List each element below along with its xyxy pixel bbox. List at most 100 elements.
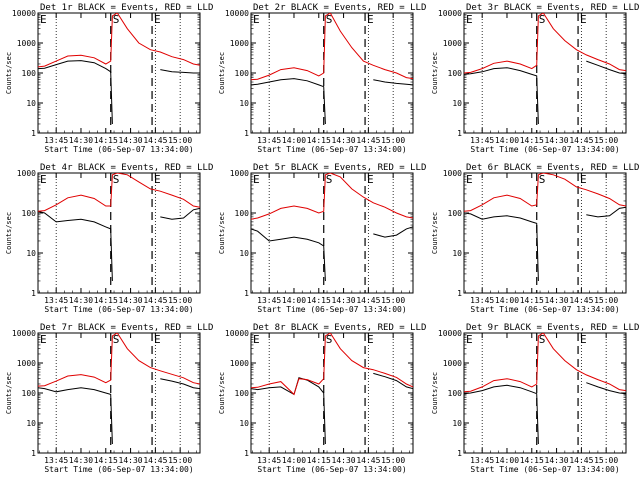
- y-tick-label: 10000: [12, 329, 36, 338]
- events-series-line: [251, 226, 413, 282]
- start-marker-label: S: [113, 13, 120, 26]
- x-tick-label: 13:45: [470, 136, 494, 145]
- window-end-marker-label: E: [40, 13, 47, 26]
- x-tick-label: 14:30: [332, 136, 356, 145]
- x-tick-label: 13:45: [44, 296, 68, 305]
- x-tick-label: 14:15: [520, 456, 544, 465]
- events-series-line: [38, 207, 200, 282]
- y-tick-label: 10000: [12, 9, 36, 18]
- y-tick-label: 1000: [230, 39, 249, 48]
- window-end-marker-label: E: [253, 13, 260, 26]
- start-marker-label: S: [539, 173, 546, 186]
- y-tick-label: 10: [452, 249, 462, 258]
- x-tick-label: 14:30: [119, 296, 143, 305]
- x-tick-label: 13:45: [470, 296, 494, 305]
- events-series-line: [464, 206, 626, 282]
- y-tick-label: 1000: [230, 169, 249, 178]
- x-tick-label: 14:45: [143, 296, 167, 305]
- panel-title: Det 7r BLACK = Events, RED = LLD: [40, 323, 213, 333]
- y-tick-label: 10000: [438, 329, 462, 338]
- x-tick-label: 14:45: [569, 456, 593, 465]
- panel-9: Det 9r BLACK = Events, RED = LLD 1 10 100 10…: [431, 323, 639, 474]
- x-tick-label: 15:00: [381, 296, 405, 305]
- plot-frame: [37, 332, 201, 454]
- x-axis-label: Start Time (06-Sep-07 13:34:00): [257, 145, 406, 154]
- y-tick-label: 1000: [17, 359, 36, 368]
- x-tick-label: 15:00: [381, 456, 405, 465]
- panel-4: Det 4r BLACK = Events, RED = LLD 1 10 100 10…: [5, 163, 213, 314]
- x-tick-label: 14:15: [520, 136, 544, 145]
- y-axis-label: Counts/sec: [218, 212, 226, 254]
- x-tick-label: 14:00: [282, 456, 306, 465]
- x-tick-label: 13:45: [470, 456, 494, 465]
- y-tick-label: 10000: [438, 9, 462, 18]
- x-tick-label: 14:15: [307, 296, 331, 305]
- start-marker-label: S: [539, 333, 546, 346]
- x-tick-label: 14:30: [545, 136, 569, 145]
- start-marker-label: S: [326, 13, 333, 26]
- lld-series-line: [251, 333, 413, 396]
- y-axis-label: Counts/sec: [5, 212, 13, 254]
- x-tick-label: 14:45: [143, 456, 167, 465]
- y-tick-label: 10: [452, 99, 462, 108]
- y-axis-label: Counts/sec: [5, 52, 13, 94]
- plot-frame: [463, 332, 627, 454]
- panel-title: Det 4r BLACK = Events, RED = LLD: [40, 163, 213, 173]
- y-tick-label: 100: [235, 389, 250, 398]
- panel-6: Det 6r BLACK = Events, RED = LLD 1 10 100 10…: [431, 163, 639, 314]
- x-tick-label: 15:00: [168, 296, 192, 305]
- y-tick-label: 1000: [443, 359, 462, 368]
- x-tick-label: 14:30: [545, 456, 569, 465]
- window-end-marker-label: E: [466, 173, 473, 186]
- x-tick-label: 14:30: [332, 296, 356, 305]
- y-tick-label: 100: [22, 69, 37, 78]
- x-tick-label: 14:45: [356, 136, 380, 145]
- y-tick-label: 10: [452, 419, 462, 428]
- panel-8: Det 8r BLACK = Events, RED = LLD 1 10 100 10…: [218, 323, 426, 474]
- y-tick-label: 1: [31, 289, 36, 298]
- y-tick-label: 100: [448, 389, 463, 398]
- x-tick-label: 13:45: [44, 456, 68, 465]
- panel-title: Det 2r BLACK = Events, RED = LLD: [253, 3, 426, 13]
- lld-series-line: [251, 173, 413, 220]
- y-tick-label: 10000: [225, 329, 249, 338]
- panel-title: Det 5r BLACK = Events, RED = LLD: [253, 163, 426, 173]
- panel-title: Det 9r BLACK = Events, RED = LLD: [466, 323, 639, 333]
- lld-series-line: [38, 173, 200, 212]
- y-axis-label: Counts/sec: [218, 52, 226, 94]
- start-marker-label: S: [113, 173, 120, 186]
- y-axis-label: Counts/sec: [431, 212, 439, 254]
- x-tick-label: 14:45: [569, 296, 593, 305]
- x-tick-label: 15:00: [168, 136, 192, 145]
- panel-3: Det 3r BLACK = Events, RED = LLD 1 10 100 10…: [431, 3, 639, 154]
- end-marker-label: E: [367, 173, 374, 186]
- y-tick-label: 10: [239, 249, 249, 258]
- end-marker-label: E: [154, 13, 161, 26]
- y-tick-label: 1: [457, 289, 462, 298]
- x-tick-label: 14:30: [69, 136, 93, 145]
- x-tick-label: 14:15: [520, 296, 544, 305]
- lld-series-line: [38, 333, 200, 387]
- end-marker-label: E: [580, 173, 587, 186]
- y-tick-label: 1: [244, 449, 249, 458]
- x-axis-label: Start Time (06-Sep-07 13:34:00): [470, 305, 619, 314]
- y-tick-label: 1000: [17, 169, 36, 178]
- x-tick-label: 14:15: [94, 136, 118, 145]
- start-marker-label: S: [326, 173, 333, 186]
- plot-frame: [250, 172, 414, 294]
- panel-7: Det 7r BLACK = Events, RED = LLD 1 10 100 10…: [5, 323, 213, 474]
- panel-2: Det 2r BLACK = Events, RED = LLD 1 10 100 10…: [218, 3, 426, 154]
- x-tick-label: 14:30: [332, 456, 356, 465]
- y-axis-label: Counts/sec: [431, 372, 439, 414]
- end-marker-label: E: [367, 333, 374, 346]
- x-tick-label: 14:45: [356, 296, 380, 305]
- x-tick-label: 14:00: [495, 456, 519, 465]
- lld-series-line: [464, 333, 626, 393]
- y-tick-label: 10: [239, 419, 249, 428]
- y-tick-label: 100: [22, 389, 37, 398]
- x-tick-label: 14:45: [569, 136, 593, 145]
- x-tick-label: 15:00: [594, 456, 618, 465]
- x-tick-label: 14:15: [307, 136, 331, 145]
- y-axis-label: Counts/sec: [218, 372, 226, 414]
- start-marker-label: S: [113, 333, 120, 346]
